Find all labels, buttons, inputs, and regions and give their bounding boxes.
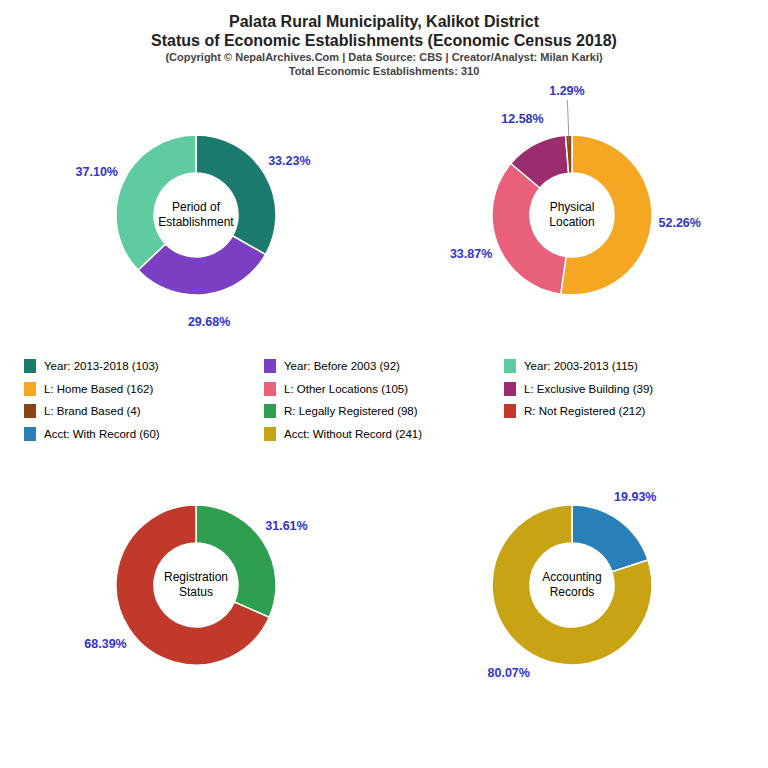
html-text:(Copyright © NepalArchives.Com: (Copyright © NepalArchives.Com | Data So… [165, 51, 603, 63]
html-text:Accounting Records: Accounting Records [542, 570, 602, 599]
html-text:Status of Economic Establishme: Status of Economic Establishments (Econo… [151, 32, 617, 49]
svg-text:33.87%: 33.87% [450, 247, 492, 261]
svg-text:52.26%: 52.26% [659, 216, 701, 230]
html-text:L: Exclusive Building (39): L: Exclusive Building (39) [524, 382, 654, 395]
html-text:Year: Before 2003 (92): Year: Before 2003 (92) [284, 360, 400, 373]
html-text:Acct: Without Record (241): Acct: Without Record (241) [284, 427, 423, 440]
html-text:Physical Location: Physical Location [549, 200, 595, 229]
html-text:L: Home Based (162): L: Home Based (162) [44, 382, 154, 395]
svg-text:1.29%: 1.29% [549, 84, 584, 98]
svg-text:33.23%: 33.23% [268, 154, 310, 168]
html-text:Palata Rural Municipality, Kal: Palata Rural Municipality, Kalikot Distr… [229, 13, 539, 30]
svg-text:31.61%: 31.61% [265, 519, 307, 533]
svg-text:12.58%: 12.58% [501, 112, 543, 126]
svg-text:29.68%: 29.68% [188, 315, 230, 329]
svg-text:19.93%: 19.93% [614, 490, 656, 504]
html-text:Year: 2003-2013 (115): Year: 2003-2013 (115) [524, 360, 638, 373]
html-text:R: Not Registered (212): R: Not Registered (212) [524, 405, 646, 418]
html-text:Registration Status: Registration Status [164, 570, 228, 599]
html-text:L: Other Locations (105): L: Other Locations (105) [284, 382, 408, 395]
svg-text:80.07%: 80.07% [488, 666, 530, 680]
svg-text:68.39%: 68.39% [84, 637, 126, 651]
html-text:Period of Establishment: Period of Establishment [158, 200, 234, 229]
html-text:R: Legally Registered (98): R: Legally Registered (98) [284, 405, 418, 418]
html-text:Year: 2013-2018 (103): Year: 2013-2018 (103) [44, 360, 159, 373]
html-text:L: Brand Based (4): L: Brand Based (4) [44, 405, 141, 418]
svg-text:37.10%: 37.10% [76, 165, 118, 179]
html-text:Total Economic Establishments:: Total Economic Establishments: 310 [288, 65, 480, 77]
html-text:Acct: With Record (60): Acct: With Record (60) [44, 427, 160, 440]
